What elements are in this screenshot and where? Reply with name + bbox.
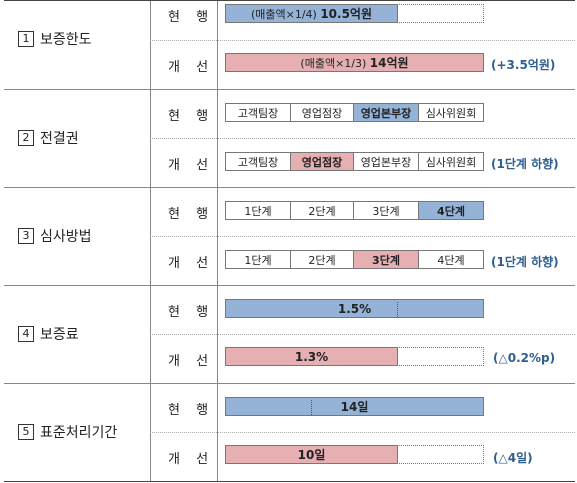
row-label-current: 현 행 bbox=[168, 109, 215, 124]
review-current-row: 1단계 2단계 3단계 4단계 bbox=[225, 201, 484, 220]
bar-value: 14일 bbox=[340, 400, 369, 414]
review-step-highlighted: 4단계 bbox=[419, 202, 483, 219]
row-label-improved: 개 선 bbox=[168, 452, 215, 467]
approval-step: 심사위원회 bbox=[425, 106, 477, 120]
section-title: 2 전결권 bbox=[18, 128, 79, 148]
section-number: 4 bbox=[18, 326, 34, 342]
column-divider bbox=[217, 1, 218, 481]
section-label: 보증료 bbox=[40, 327, 79, 343]
review-improved-row: 1단계 2단계 3단계 4단계 bbox=[225, 250, 484, 269]
section-divider bbox=[4, 285, 575, 286]
current-fee-bar: 1.5% bbox=[225, 299, 484, 318]
row-label-improved: 개 선 bbox=[168, 256, 215, 271]
remaining-range bbox=[396, 347, 484, 366]
change-note: (△0.2%p) bbox=[493, 351, 556, 365]
row-divider bbox=[150, 432, 575, 433]
approval-current-row: 고객팀장 영업점장 영업본부장 심사위원회 bbox=[225, 103, 484, 122]
approval-step: 영업본부장 bbox=[354, 153, 419, 170]
row-label-current: 현 행 bbox=[168, 10, 215, 25]
bar-prefix: (매출액×1/3) bbox=[300, 56, 367, 70]
improved-period-bar: 10일 bbox=[225, 445, 398, 464]
current-period-bar: 14일 bbox=[225, 397, 484, 416]
remaining-range bbox=[396, 445, 484, 464]
change-note: (1단계 하향) bbox=[491, 157, 559, 171]
marker-line bbox=[397, 302, 398, 317]
review-step-highlighted: 3단계 bbox=[354, 251, 419, 268]
current-limit-bar: (매출액×1/4) 10.5억원 bbox=[225, 4, 398, 23]
section-label: 보증한도 bbox=[40, 32, 92, 48]
row-label-current: 현 행 bbox=[168, 305, 215, 320]
review-step: 4단계 bbox=[437, 253, 465, 267]
approval-step: 고객팀장 bbox=[226, 153, 291, 170]
section-number: 2 bbox=[18, 130, 34, 146]
row-divider bbox=[150, 334, 575, 335]
row-label-improved: 개 선 bbox=[168, 60, 215, 75]
change-note: (+3.5억원) bbox=[491, 58, 556, 72]
bar-prefix: (매출액×1/4) bbox=[250, 7, 317, 21]
section-number: 5 bbox=[18, 424, 34, 440]
review-step: 3단계 bbox=[354, 202, 419, 219]
bar-value: 1.5% bbox=[337, 301, 372, 316]
row-divider bbox=[150, 138, 575, 139]
approval-improved-row: 고객팀장 영업점장 영업본부장 심사위원회 bbox=[225, 152, 484, 171]
row-label-current: 현 행 bbox=[168, 403, 215, 418]
section-divider bbox=[4, 89, 575, 90]
column-divider bbox=[150, 1, 151, 481]
bar-value: 10.5억원 bbox=[320, 7, 373, 21]
improved-limit-bar: (매출액×1/3) 14억원 bbox=[225, 53, 484, 72]
row-label-improved: 개 선 bbox=[168, 354, 215, 369]
review-step: 1단계 bbox=[226, 202, 291, 219]
comparison-table: 1 보증한도 현 행 개 선 (매출액×1/4) 10.5억원 (매출액×1/3… bbox=[4, 0, 575, 482]
bar-value: 10일 bbox=[297, 448, 326, 462]
approval-step: 영업점장 bbox=[291, 104, 354, 121]
section-number: 1 bbox=[18, 31, 34, 47]
section-divider bbox=[4, 383, 575, 384]
section-label: 심사방법 bbox=[40, 229, 92, 245]
section-title: 4 보증료 bbox=[18, 324, 79, 344]
bar-value: 14억원 bbox=[369, 56, 409, 70]
marker-line bbox=[311, 400, 312, 415]
change-note: (△4일) bbox=[493, 451, 533, 465]
section-title: 3 심사방법 bbox=[18, 226, 92, 246]
approval-step-highlighted: 영업본부장 bbox=[354, 104, 419, 121]
row-divider bbox=[150, 236, 575, 237]
approval-step-highlighted: 영업점장 bbox=[291, 153, 354, 170]
row-label-current: 현 행 bbox=[168, 207, 215, 222]
review-step: 2단계 bbox=[291, 251, 354, 268]
section-divider bbox=[4, 187, 575, 188]
section-label: 전결권 bbox=[40, 131, 79, 147]
section-label: 표준처리기간 bbox=[40, 425, 118, 441]
section-title: 5 표준처리기간 bbox=[18, 422, 117, 442]
approval-step: 심사위원회 bbox=[425, 155, 477, 169]
review-step: 1단계 bbox=[226, 251, 291, 268]
bar-value: 1.3% bbox=[294, 349, 329, 364]
review-step: 2단계 bbox=[291, 202, 354, 219]
approval-step: 고객팀장 bbox=[226, 104, 291, 121]
improved-fee-bar: 1.3% bbox=[225, 347, 398, 366]
row-label-improved: 개 선 bbox=[168, 158, 215, 173]
row-divider bbox=[150, 40, 575, 41]
change-note: (1단계 하향) bbox=[491, 255, 559, 269]
section-title: 1 보증한도 bbox=[18, 29, 92, 49]
remaining-range bbox=[396, 4, 484, 23]
section-number: 3 bbox=[18, 228, 34, 244]
